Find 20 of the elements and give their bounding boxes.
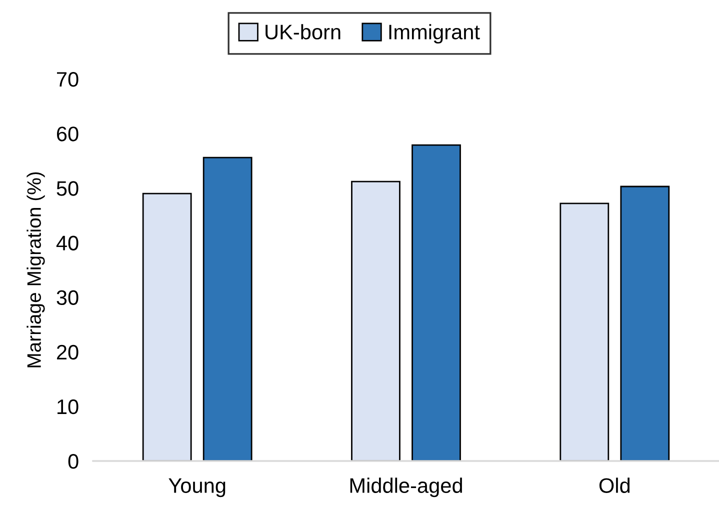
bar [142,192,192,461]
x-tick-label: Middle-aged [350,478,462,498]
bar [202,156,252,461]
bar [412,144,461,461]
y-tick-label: 0 [68,454,78,469]
y-axis-title: Marriage Migration (%) [26,172,45,368]
legend-label: Immigrant [389,24,480,44]
y-tick-label: 30 [56,290,78,306]
y-tick-label: 70 [57,72,78,87]
bar [351,180,400,461]
y-tick-label: 60 [57,126,78,142]
y-tick-label: 40 [56,236,78,250]
y-tick-label: 50 [56,181,78,196]
bar [620,186,670,461]
y-tick-label: 10 [58,399,78,414]
bar [560,202,610,461]
y-tick-label: 20 [56,344,78,360]
x-tick-label: Old [599,478,630,493]
legend-label: UK-born [266,24,340,40]
x-tick-label: Young [168,478,226,498]
